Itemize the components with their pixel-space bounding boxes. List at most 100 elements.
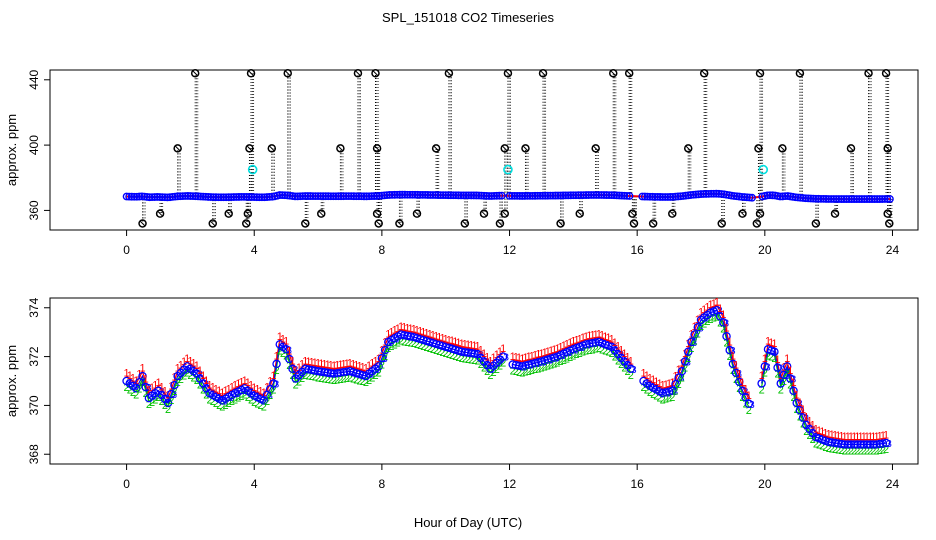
bottom-series-3-point bbox=[779, 370, 789, 380]
top-flag-point bbox=[247, 164, 258, 175]
top-baseline-point bbox=[712, 189, 721, 198]
bottom-series-1-point: 1 bbox=[723, 323, 729, 335]
bottom-series-3-label: 3 bbox=[724, 318, 730, 329]
bottom-series-2-point: 2 bbox=[471, 355, 477, 367]
top-spike-point-cross bbox=[756, 146, 761, 151]
bottom-series-3-label: 3 bbox=[363, 371, 369, 382]
bottom-marks: 1231212312123121231212312123121231212312… bbox=[122, 297, 892, 458]
top-baseline-point bbox=[709, 189, 718, 198]
bottom-series-2-point: 2 bbox=[302, 370, 308, 382]
bottom-series-2-point: 2 bbox=[270, 385, 276, 397]
bottom-series-2-point: 2 bbox=[653, 391, 659, 403]
bottom-series-1-point: 1 bbox=[315, 358, 321, 370]
bottom-series-1-point: 1 bbox=[822, 427, 828, 439]
bottom-series-1-point: 1 bbox=[475, 341, 481, 353]
top-baseline-point bbox=[799, 194, 808, 202]
bottom-series-2-point: 2 bbox=[369, 372, 375, 384]
bottom-series-2-point: 2 bbox=[679, 372, 685, 384]
bottom-series-3-point bbox=[269, 379, 278, 388]
bottom-series-2-point: 2 bbox=[589, 344, 595, 356]
bottom-series-1-point: 1 bbox=[765, 336, 771, 348]
top-baseline-point bbox=[434, 191, 442, 199]
bottom-series-1-point: 1 bbox=[414, 324, 420, 336]
bottom-series-1-point: 1 bbox=[392, 325, 398, 337]
bottom-series-3-label: 3 bbox=[679, 374, 685, 385]
bottom-series-2-point: 2 bbox=[640, 382, 646, 394]
top-spike-point bbox=[155, 209, 165, 218]
bottom-series-2-point: 2 bbox=[551, 359, 557, 371]
bottom-series-1-point: 1 bbox=[743, 384, 749, 396]
bottom-series-1-point: 1 bbox=[181, 356, 187, 368]
top-baseline-point bbox=[186, 192, 195, 200]
bottom-series-2-point: 2 bbox=[139, 377, 145, 389]
bottom-series-2-point: 2 bbox=[267, 390, 273, 402]
top-baseline-point bbox=[806, 194, 815, 203]
top-spike-point-cross bbox=[740, 211, 745, 217]
top-baseline-point bbox=[477, 191, 486, 200]
bottom-series-1-point: 1 bbox=[385, 328, 391, 340]
bottom-series-1-point: 1 bbox=[277, 331, 283, 343]
bottom-y-axis: 368 370 372 374 bbox=[27, 297, 50, 464]
top-flag-point bbox=[758, 164, 769, 175]
top-spike-point bbox=[245, 144, 254, 153]
top-spike-point-cross bbox=[626, 70, 632, 76]
bottom-series-1-point: 1 bbox=[191, 358, 197, 370]
top-baseline-point bbox=[794, 193, 802, 202]
bottom-series-1-point: 1 bbox=[471, 340, 477, 352]
bottom-series-1-point: 1 bbox=[334, 360, 340, 372]
bottom-series-1-point: 1 bbox=[395, 323, 401, 335]
top-spike-point bbox=[883, 209, 892, 218]
top-baseline-point bbox=[291, 192, 299, 201]
bottom-series-2-point: 2 bbox=[159, 396, 165, 408]
bottom-series-3-point bbox=[789, 386, 798, 396]
bottom-series-3-point bbox=[738, 386, 747, 396]
bottom-series-2-point: 2 bbox=[328, 374, 334, 386]
top-baseline-point bbox=[656, 193, 665, 201]
bottom-series-3-label: 3 bbox=[778, 364, 784, 375]
bottom-series-1-point: 1 bbox=[698, 306, 704, 318]
bottom-series-1-point: 1 bbox=[404, 322, 410, 334]
top-baseline-point bbox=[132, 192, 141, 201]
bottom-series-3-point bbox=[342, 367, 352, 376]
bottom-series-1-point: 1 bbox=[708, 299, 714, 311]
bottom-series-3-point bbox=[626, 364, 636, 374]
bottom-series-2-point: 2 bbox=[708, 314, 714, 326]
bottom-series-1-point: 1 bbox=[775, 354, 781, 366]
bottom-series-1-point: 1 bbox=[762, 353, 768, 365]
top-spike-point bbox=[460, 219, 470, 228]
top-baseline-point bbox=[860, 195, 869, 203]
bottom-series-1-point: 1 bbox=[599, 330, 605, 342]
bottom-y-tick-label: 372 bbox=[27, 346, 41, 366]
bottom-series-3-point bbox=[786, 374, 795, 383]
top-baseline-point bbox=[533, 191, 542, 200]
bottom-series-1-point: 1 bbox=[653, 376, 659, 388]
top-spike-point bbox=[412, 209, 422, 218]
top-baseline-point bbox=[355, 192, 363, 201]
bottom-series-3-label: 3 bbox=[685, 357, 691, 368]
bottom-series-2-point: 2 bbox=[341, 373, 347, 385]
top-baseline-point bbox=[206, 193, 215, 201]
bottom-series-3-point bbox=[881, 438, 891, 448]
top-baseline-point bbox=[411, 190, 419, 199]
top-y-axis: 360 400 440 bbox=[27, 69, 50, 220]
bottom-series-3-point bbox=[588, 338, 597, 348]
bottom-series-3-point bbox=[869, 440, 878, 449]
bottom-series-1-point: 1 bbox=[759, 370, 765, 382]
top-baseline-point bbox=[505, 191, 514, 200]
bottom-series-2-point: 2 bbox=[727, 351, 733, 363]
top-baseline-point bbox=[413, 190, 422, 199]
bottom-series-1-point: 1 bbox=[417, 325, 423, 337]
top-baseline-point bbox=[600, 191, 608, 199]
top-baseline-point bbox=[196, 192, 205, 201]
bottom-series-2-point: 2 bbox=[261, 402, 267, 414]
bottom-series-1-point: 1 bbox=[621, 348, 627, 360]
bottom-series-1-point: 1 bbox=[197, 365, 203, 377]
bottom-series-3-point bbox=[773, 363, 782, 372]
bottom-series-1-point: 1 bbox=[226, 383, 232, 395]
bottom-series-1-point: 1 bbox=[554, 343, 560, 355]
bottom-series-1-point: 1 bbox=[797, 397, 803, 409]
bottom-series-2-point: 2 bbox=[522, 367, 528, 379]
top-baseline-point bbox=[334, 192, 343, 201]
top-baseline-point bbox=[569, 191, 578, 200]
bottom-series-2-point: 2 bbox=[838, 445, 844, 457]
